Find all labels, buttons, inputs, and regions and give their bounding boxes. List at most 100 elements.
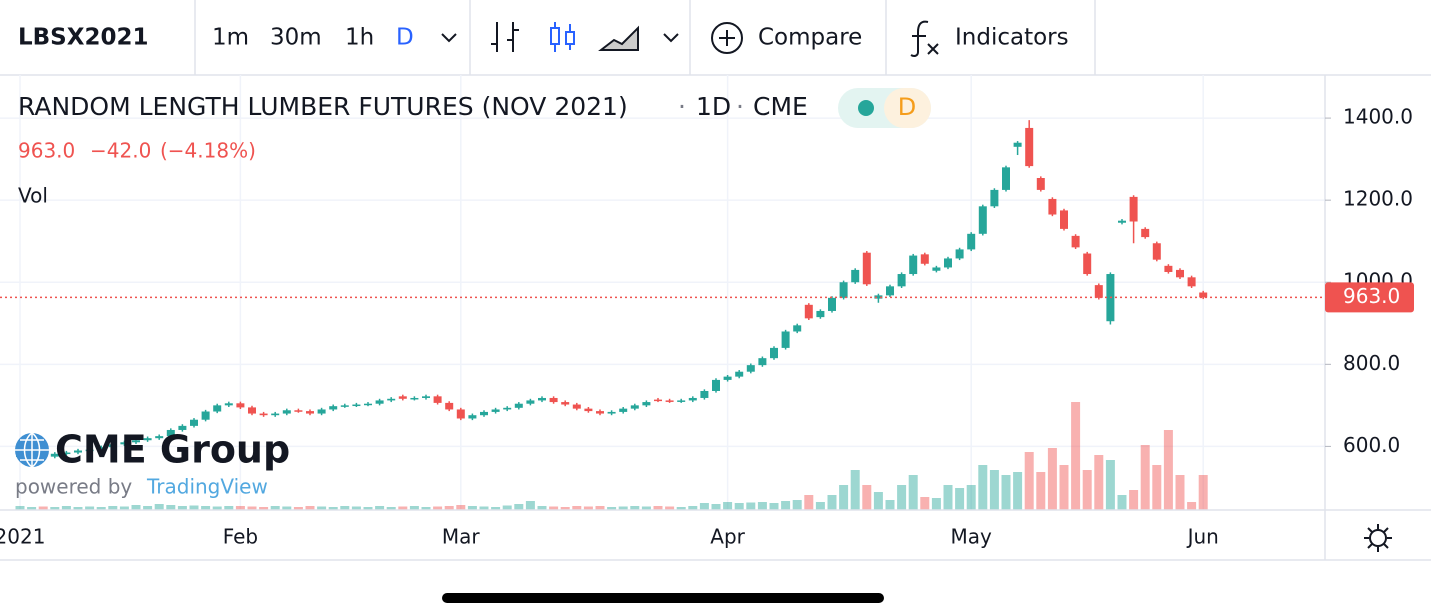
gear-teeth xyxy=(1364,524,1392,552)
volume-bar xyxy=(699,503,709,510)
last-price-tag xyxy=(1325,282,1414,313)
candle-body xyxy=(607,411,616,414)
interval-button[interactable]: 1h xyxy=(345,25,374,51)
volume-bar xyxy=(1105,460,1115,510)
candle-body xyxy=(190,419,198,426)
candle-body xyxy=(74,450,82,453)
volume-bar xyxy=(177,506,187,510)
volume-bar xyxy=(955,488,965,510)
candle-body xyxy=(282,410,291,414)
compare-button[interactable]: Compare xyxy=(758,25,862,51)
volume-bar xyxy=(131,505,141,510)
grid xyxy=(0,75,1325,510)
last-price-label: 963.0 xyxy=(1343,284,1400,308)
compare-icon[interactable] xyxy=(711,22,743,54)
volume-bar xyxy=(781,501,791,510)
area-icon[interactable] xyxy=(598,25,639,51)
interval-button-active[interactable]: D xyxy=(396,25,414,51)
status-badge-right xyxy=(884,88,931,128)
volume-bar xyxy=(665,506,675,510)
candle-body xyxy=(862,252,871,285)
volume-bar xyxy=(73,507,83,510)
candle-body xyxy=(828,297,836,311)
candle-body xyxy=(306,411,314,414)
volume-bar xyxy=(270,506,280,510)
candle-body xyxy=(804,304,813,319)
candle-body xyxy=(352,404,361,407)
volume-bar xyxy=(1152,465,1162,510)
change-value: −42.0 xyxy=(90,139,151,163)
x-tick-label: Feb xyxy=(223,525,258,549)
volume-bar xyxy=(375,506,385,510)
interval-button[interactable]: 30m xyxy=(270,25,322,51)
volume-bar xyxy=(641,506,651,510)
candle-body xyxy=(746,365,755,372)
candle-body xyxy=(259,413,268,416)
volume-bar xyxy=(1001,475,1011,510)
candle-body xyxy=(224,403,233,406)
volume-bar xyxy=(421,507,431,510)
volume-bar xyxy=(1024,452,1034,510)
y-tick-label: 600.0 xyxy=(1343,433,1400,457)
candle-body xyxy=(839,282,848,298)
candle-body xyxy=(735,371,744,377)
volume-bar xyxy=(293,507,303,510)
volume-bar xyxy=(201,506,211,510)
volume-bar xyxy=(630,506,640,510)
x-tick-label: Apr xyxy=(710,525,745,549)
volume-bar xyxy=(607,507,617,510)
watermark-brand: CME Group xyxy=(55,428,290,472)
candle-body xyxy=(596,411,604,414)
volume-bar xyxy=(653,506,663,510)
candle-body xyxy=(572,404,581,409)
volume-bar xyxy=(1082,470,1092,510)
candle-body xyxy=(1013,142,1022,147)
watermark-powered-by: powered by xyxy=(15,475,132,499)
volume-bar xyxy=(1175,475,1185,510)
candle-body xyxy=(213,405,222,412)
interval-dropdown[interactable] xyxy=(441,33,457,43)
candle-body xyxy=(514,403,523,408)
volume-bar xyxy=(792,500,802,510)
volume-bar xyxy=(50,507,60,510)
candle-body xyxy=(236,403,245,408)
candle-body xyxy=(1083,253,1092,275)
y-tick-label: 800.0 xyxy=(1343,351,1400,375)
candle-body xyxy=(85,449,94,452)
volume-bar xyxy=(38,506,48,510)
candle-body xyxy=(526,400,535,404)
indicators-button[interactable]: Indicators xyxy=(955,25,1069,51)
candle-body xyxy=(770,347,778,359)
volume-bar xyxy=(873,492,883,510)
volume-bar xyxy=(108,506,118,510)
candle-body xyxy=(630,405,639,409)
interval-button[interactable]: 1m xyxy=(212,25,249,51)
settings-button[interactable] xyxy=(1364,524,1392,552)
volume-bar xyxy=(143,506,153,510)
volume-bar xyxy=(1036,472,1046,510)
candle-body xyxy=(1141,228,1150,238)
candle-body xyxy=(549,397,558,403)
candle-body xyxy=(874,295,883,299)
volume-bar xyxy=(966,485,976,510)
volume-bar xyxy=(1059,465,1069,510)
chart-type-dropdown[interactable] xyxy=(663,33,679,43)
volume-bar xyxy=(827,495,837,510)
candle-body xyxy=(538,397,546,401)
dot-separator: · xyxy=(678,92,686,121)
indicators-icon[interactable] xyxy=(910,20,939,57)
volume-bar xyxy=(444,506,454,510)
volume-bar xyxy=(1094,455,1104,510)
dot-separator: · xyxy=(736,92,744,121)
candle-body xyxy=(329,406,338,410)
symbol[interactable]: LBSX2021 xyxy=(18,25,149,51)
candle-body xyxy=(375,400,384,404)
watermark-provider[interactable]: TradingView xyxy=(146,475,268,499)
bars-icon[interactable] xyxy=(491,22,519,52)
candle-body xyxy=(758,358,767,366)
volume-bar xyxy=(247,506,257,510)
volume-bar xyxy=(282,506,292,510)
volume-bar xyxy=(119,506,129,510)
volume-bar xyxy=(317,506,327,510)
